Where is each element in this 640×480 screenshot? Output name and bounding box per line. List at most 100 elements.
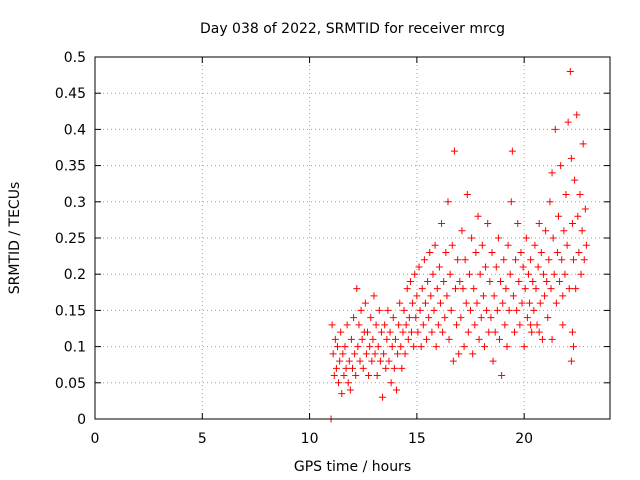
- data-point: [468, 234, 476, 242]
- data-point: [513, 306, 521, 314]
- data-point: [470, 285, 478, 293]
- data-point: [330, 372, 338, 380]
- data-point: [351, 350, 359, 358]
- data-point: [559, 292, 567, 300]
- chart-title: Day 038 of 2022, SRMTID for receiver mrc…: [200, 21, 505, 37]
- data-point: [331, 335, 339, 343]
- data-point: [528, 328, 536, 336]
- data-point: [533, 321, 541, 329]
- data-point: [332, 364, 340, 372]
- data-point: [535, 220, 543, 228]
- data-point: [566, 67, 574, 75]
- data-point: [582, 241, 590, 249]
- data-point: [376, 357, 384, 365]
- data-point: [489, 357, 497, 365]
- data-point: [477, 314, 485, 322]
- data-point: [479, 292, 487, 300]
- data-point: [573, 111, 581, 119]
- y-tick-label: 0.05: [55, 376, 86, 392]
- data-point: [333, 343, 341, 351]
- y-axis-label: SRMTID / TECUs: [7, 182, 23, 295]
- data-point: [502, 285, 510, 293]
- y-tick-label: 0.4: [64, 122, 86, 138]
- data-point: [371, 350, 379, 358]
- data-point: [370, 292, 378, 300]
- plot-frame: [94, 56, 611, 420]
- data-point: [548, 169, 556, 177]
- data-point: [447, 306, 455, 314]
- data-point: [473, 299, 481, 307]
- data-point: [427, 292, 435, 300]
- data-point: [386, 328, 394, 336]
- data-point: [531, 241, 539, 249]
- data-point: [398, 364, 406, 372]
- data-point: [341, 343, 349, 351]
- data-point: [541, 292, 549, 300]
- data-point: [557, 162, 565, 170]
- data-points: [327, 67, 590, 423]
- data-point: [403, 285, 411, 293]
- data-point: [361, 299, 369, 307]
- data-point: [576, 191, 584, 199]
- x-tick-label: 15: [408, 431, 426, 447]
- data-point: [377, 328, 385, 336]
- data-point: [458, 227, 466, 235]
- data-point: [537, 248, 545, 256]
- data-point: [455, 350, 463, 358]
- data-point: [505, 306, 513, 314]
- data-point: [536, 299, 544, 307]
- data-point: [552, 299, 560, 307]
- data-point: [390, 364, 398, 372]
- data-point: [547, 285, 555, 293]
- data-point: [478, 241, 486, 249]
- data-point: [511, 328, 519, 336]
- data-point: [342, 364, 350, 372]
- data-point: [516, 321, 524, 329]
- data-point: [347, 335, 355, 343]
- y-tick-label: 0.15: [55, 303, 86, 319]
- data-point: [462, 299, 470, 307]
- data-point: [577, 270, 585, 278]
- data-point: [389, 314, 397, 322]
- data-point: [446, 270, 454, 278]
- data-point: [368, 357, 376, 365]
- data-point: [529, 277, 537, 285]
- data-point: [543, 277, 551, 285]
- data-point: [430, 306, 438, 314]
- data-point: [527, 321, 535, 329]
- data-point: [549, 234, 557, 242]
- data-point: [538, 335, 546, 343]
- data-point: [384, 306, 392, 314]
- data-point: [519, 263, 527, 271]
- data-point: [434, 321, 442, 329]
- data-point: [546, 198, 554, 206]
- data-point: [335, 379, 343, 387]
- data-point: [476, 270, 484, 278]
- data-point: [433, 285, 441, 293]
- data-point: [518, 299, 526, 307]
- data-point: [416, 306, 424, 314]
- y-tick-label: 0.5: [64, 50, 86, 66]
- data-point: [497, 277, 505, 285]
- data-point: [392, 386, 400, 394]
- data-point: [391, 335, 399, 343]
- data-point: [456, 277, 464, 285]
- data-point: [499, 299, 507, 307]
- data-point: [440, 277, 448, 285]
- data-point: [441, 314, 449, 322]
- data-point: [567, 357, 575, 365]
- data-point: [419, 321, 427, 329]
- data-point: [532, 285, 540, 293]
- data-point: [448, 241, 456, 249]
- data-point: [490, 292, 498, 300]
- data-point: [404, 335, 412, 343]
- data-point: [530, 306, 538, 314]
- data-point: [486, 277, 494, 285]
- data-point: [345, 357, 353, 365]
- data-point: [362, 350, 370, 358]
- data-point: [435, 263, 443, 271]
- data-point: [535, 328, 543, 336]
- data-point: [463, 191, 471, 199]
- data-point: [558, 256, 566, 264]
- data-point: [472, 248, 480, 256]
